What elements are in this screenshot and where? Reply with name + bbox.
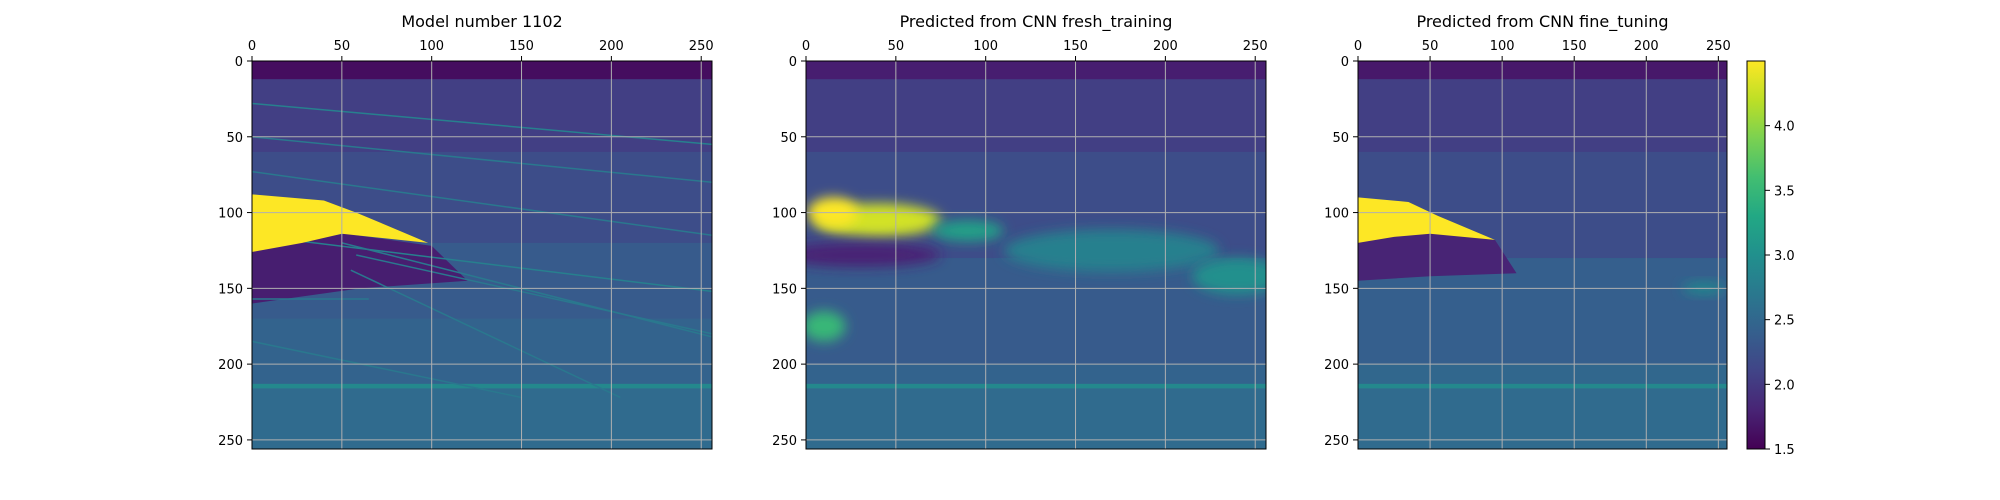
low-velocity-zone xyxy=(252,233,468,304)
y-tick-label: 50 xyxy=(780,131,797,146)
reflector-line xyxy=(252,102,712,146)
axes-frame xyxy=(805,60,1267,450)
x-tick-label: 250 xyxy=(1243,39,1268,54)
velocity-layer xyxy=(806,61,1266,80)
reflector-line xyxy=(252,136,712,183)
x-tick-label: 50 xyxy=(888,39,905,54)
reflector-line xyxy=(252,170,712,237)
velocity-layer xyxy=(806,258,1266,365)
y-tick-label: 200 xyxy=(218,358,243,373)
velocity-layer xyxy=(806,383,1266,389)
anomaly-blob xyxy=(1003,229,1220,272)
heatmap-image xyxy=(806,61,1266,449)
velocity-layer xyxy=(252,383,712,389)
x-tick-label: 0 xyxy=(248,39,256,54)
heatmap-image xyxy=(1358,61,1727,449)
x-tick-label: 200 xyxy=(1634,39,1659,54)
x-tick-label: 250 xyxy=(1706,39,1731,54)
panel-title: Predicted from CNN fine_tuning xyxy=(1416,12,1668,32)
velocity-layer xyxy=(806,79,1266,153)
y-tick-label: 150 xyxy=(218,282,243,297)
salt-body xyxy=(252,194,429,252)
panel-1: 0 50 100 150 200 250 0 50 100 150 200 250 Model numb… xyxy=(218,12,714,450)
y-tick-label: 0 xyxy=(235,55,243,70)
reflector-line xyxy=(356,254,712,335)
y-tick-label: 100 xyxy=(218,207,243,222)
panel-title: Model number 1102 xyxy=(401,12,562,31)
y-tick-label: 0 xyxy=(1341,55,1349,70)
colorbar-bar xyxy=(1746,60,1766,450)
x-tick-label: 250 xyxy=(689,39,714,54)
y-tick-label: 150 xyxy=(772,282,797,297)
colorbar-tick-label: 4.0 xyxy=(1774,120,1795,135)
velocity-layer xyxy=(1358,61,1727,80)
velocity-layer xyxy=(806,364,1266,385)
velocity-layer xyxy=(1358,388,1727,449)
velocity-layer xyxy=(252,318,712,385)
anomaly-blob xyxy=(931,220,1004,242)
y-tick-label: 250 xyxy=(1324,434,1349,449)
y-tick-label: 200 xyxy=(772,358,797,373)
x-tick-label: 200 xyxy=(1153,39,1178,54)
colorbar-tick-label: 2.0 xyxy=(1774,378,1795,393)
velocity-layer xyxy=(252,388,712,449)
x-tick-label: 100 xyxy=(419,39,444,54)
y-tick-label: 250 xyxy=(218,434,243,449)
velocity-layer xyxy=(252,79,712,153)
colorbar-tick-label: 3.0 xyxy=(1774,249,1795,264)
reflector-line xyxy=(252,340,522,399)
anomaly-blob xyxy=(806,311,846,342)
velocity-layer xyxy=(806,388,1266,449)
x-tick-label: 100 xyxy=(973,39,998,54)
x-tick-label: 150 xyxy=(1063,39,1088,54)
y-tick-label: 250 xyxy=(772,434,797,449)
velocity-layer xyxy=(1358,383,1727,389)
x-tick-label: 50 xyxy=(1422,39,1439,54)
colorbar-tick-label: 3.5 xyxy=(1774,184,1795,199)
panel-2: 0 50 100 150 200 250 0 50 100 150 200 250 Predicted … xyxy=(772,12,1268,450)
x-tick-label: 0 xyxy=(1354,39,1362,54)
x-tick-label: 0 xyxy=(802,39,810,54)
velocity-layer xyxy=(252,61,712,80)
low-velocity-zone xyxy=(1358,232,1517,281)
x-tick-label: 50 xyxy=(334,39,351,54)
velocity-layer xyxy=(1358,364,1727,385)
y-tick-label: 150 xyxy=(1324,282,1349,297)
y-tick-label: 0 xyxy=(789,55,797,70)
anomaly-blob xyxy=(806,242,941,268)
salt-body xyxy=(1358,197,1495,243)
axes-frame xyxy=(1357,60,1728,450)
x-tick-label: 150 xyxy=(1562,39,1587,54)
y-tick-label: 50 xyxy=(1332,131,1349,146)
x-tick-label: 100 xyxy=(1490,39,1515,54)
y-tick-label: 50 xyxy=(226,131,243,146)
reflector-line xyxy=(341,242,712,338)
velocity-layer xyxy=(1358,79,1727,153)
heatmap-image xyxy=(252,61,712,449)
anomaly-blob xyxy=(1192,258,1266,295)
colorbar: 1.5 2.0 2.5 3.0 3.5 4.0 xyxy=(1746,60,1795,458)
axes-frame xyxy=(251,60,713,450)
colorbar-tick-label: 2.5 xyxy=(1774,314,1795,329)
y-tick-label: 200 xyxy=(1324,358,1349,373)
y-tick-label: 100 xyxy=(1324,207,1349,222)
reflector-line xyxy=(350,269,621,399)
reflector-line xyxy=(252,234,712,293)
panel-title: Predicted from CNN fresh_training xyxy=(900,12,1173,32)
colorbar-tick-label: 1.5 xyxy=(1774,443,1795,458)
y-tick-label: 100 xyxy=(772,207,797,222)
panel-3: 0 50 100 150 200 250 0 50 100 150 200 250 Predicted … xyxy=(1324,12,1731,450)
x-tick-label: 200 xyxy=(599,39,624,54)
x-tick-label: 150 xyxy=(509,39,534,54)
